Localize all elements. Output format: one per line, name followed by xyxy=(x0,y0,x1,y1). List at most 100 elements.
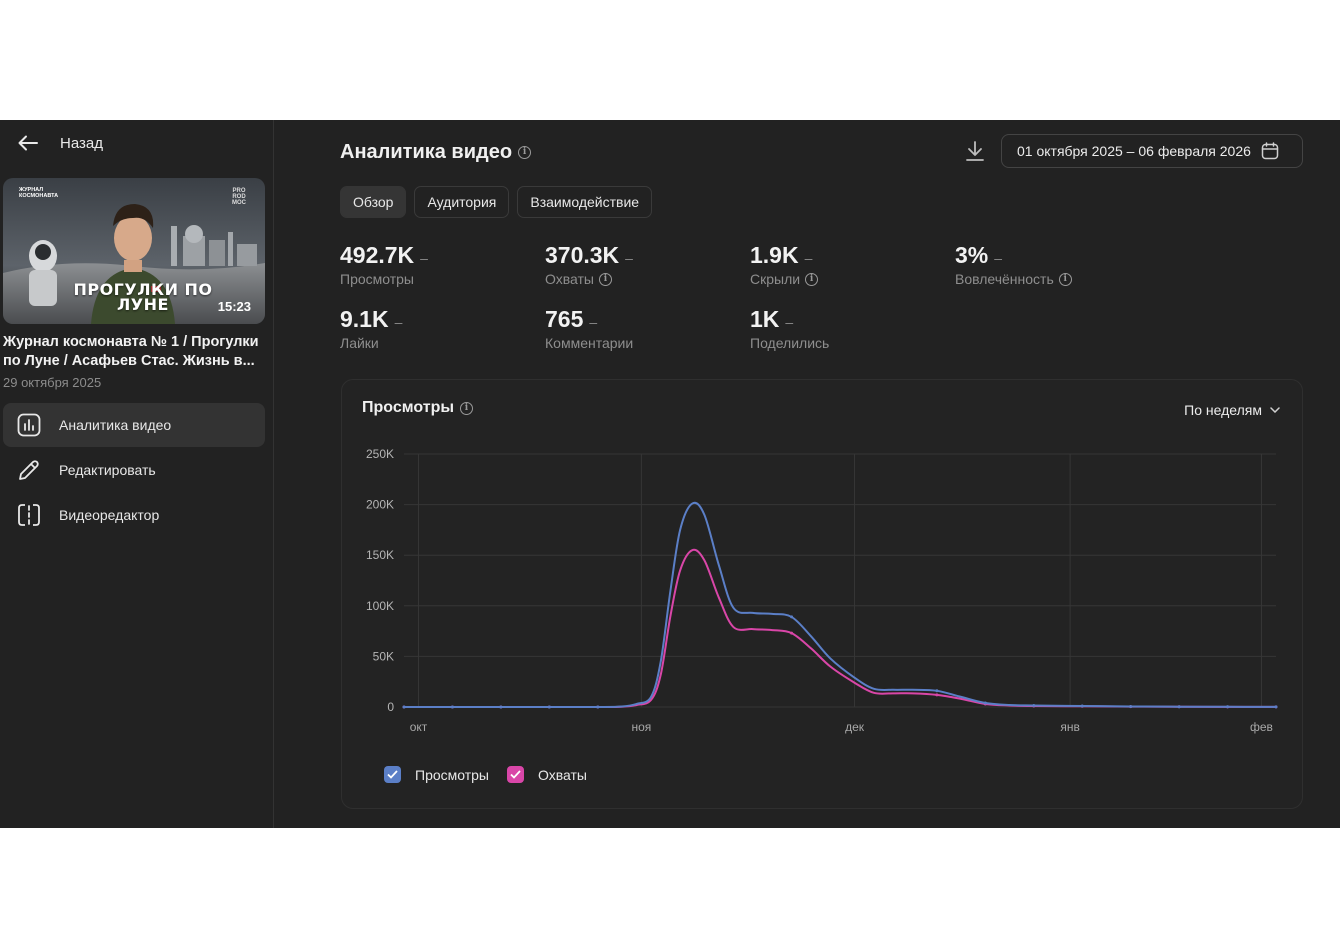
sidebar-item-edit[interactable]: Редактировать xyxy=(3,448,265,492)
metric-value: 492.7K xyxy=(340,242,415,268)
info-icon[interactable]: i xyxy=(460,401,474,415)
data-point xyxy=(935,693,939,697)
pencil-icon xyxy=(19,460,39,480)
metric-value: 9.1K xyxy=(340,306,389,332)
data-point xyxy=(983,701,987,705)
y-tick-label: 0 xyxy=(387,700,394,714)
legend-label: Просмотры xyxy=(415,766,489,783)
metric-reach: 370.3K – Охваты i xyxy=(545,242,633,287)
info-icon[interactable]: i xyxy=(518,146,532,159)
info-icon[interactable]: i xyxy=(1058,272,1072,286)
video-editor-icon xyxy=(18,504,40,526)
arrow-left-icon xyxy=(18,135,38,151)
page-title-text: Аналитика видео xyxy=(340,141,513,163)
metric-delta: – xyxy=(394,314,403,330)
y-tick-label: 200K xyxy=(366,498,394,512)
thumbnail-tag: ЖУРНАЛ КОСМОНАВТА xyxy=(19,187,59,199)
x-tick-label: ноя xyxy=(631,720,651,734)
thumbnail-title: ПРОГУЛКИ ПО ЛУНЕ xyxy=(73,280,213,314)
metric-value: 1K xyxy=(750,306,780,332)
video-title: Журнал космонавта № 1 / Прогулки по Луне… xyxy=(3,334,259,369)
metric-comments: 765– Комментарии xyxy=(545,306,633,351)
metric-value: 370.3K xyxy=(545,242,620,268)
metric-label: Охваты xyxy=(545,271,594,287)
metric-label: Лайки xyxy=(340,335,379,351)
x-tick-label: фев xyxy=(1250,720,1273,734)
metric-label: Поделились xyxy=(750,335,830,351)
date-range-text: 01 октября 2025 – 06 февраля 2026 xyxy=(1017,143,1251,159)
period-dropdown[interactable]: По неделям xyxy=(1184,402,1280,418)
sidebar-item-label: Редактировать xyxy=(59,462,156,478)
checkbox-reach[interactable] xyxy=(507,766,524,783)
chart-title: Просмотры i xyxy=(362,399,474,417)
data-point xyxy=(1177,705,1181,709)
y-tick-label: 50K xyxy=(373,649,394,663)
check-icon xyxy=(387,770,398,779)
sidebar-item-video-analytics[interactable]: Аналитика видео xyxy=(3,403,265,447)
chart-title-text: Просмотры xyxy=(362,399,455,416)
page-title: Аналитика видео i xyxy=(340,141,532,164)
tab-audience[interactable]: Аудитория xyxy=(414,186,510,218)
data-point xyxy=(499,705,503,709)
metric-delta: – xyxy=(420,250,428,266)
sidebar-item-video-editor[interactable]: Видеоредактор xyxy=(3,493,265,537)
chevron-down-icon xyxy=(1270,407,1280,413)
data-point xyxy=(935,689,939,693)
sidebar-item-label: Видеоредактор xyxy=(59,507,160,523)
download-button[interactable] xyxy=(964,140,986,167)
check-icon xyxy=(510,770,521,779)
tab-overview[interactable]: Обзор xyxy=(340,186,407,218)
video-duration: 15:23 xyxy=(217,299,251,314)
metric-delta: – xyxy=(994,250,1003,266)
views-line-chart: 0 50K 100K 150K 200K 250K окт ноя дек янв фев xyxy=(366,447,1278,734)
data-point xyxy=(596,705,600,709)
metric-value: 3% xyxy=(955,242,989,268)
period-label: По неделям xyxy=(1184,402,1262,418)
metric-delta: – xyxy=(785,314,794,330)
thumbnail-logo: PRO ROD MOC xyxy=(232,188,246,206)
x-tick-label: дек xyxy=(845,720,865,734)
back-label: Назад xyxy=(60,134,103,152)
video-thumbnail[interactable]: ЖУРНАЛ КОСМОНАВТА PRO ROD MOC ПРОГУЛКИ П… xyxy=(3,178,265,324)
legend-item-views[interactable]: Просмотры xyxy=(384,766,489,783)
chart-grid xyxy=(404,453,1276,708)
sidebar-item-label: Аналитика видео xyxy=(59,417,172,433)
tab-bar: Обзор Аудитория Взаимодействие xyxy=(340,186,653,218)
data-point xyxy=(1032,703,1036,707)
views-chart-card: Просмотры i По неделям 0 50K 100K 150K 200K 2… xyxy=(341,379,1303,809)
main-content: Аналитика видео i 01 октября 2025 – 06 ф… xyxy=(340,120,1304,828)
x-tick-label: окт xyxy=(410,720,428,734)
metric-label: Комментарии xyxy=(545,335,634,351)
metric-label: Скрыли xyxy=(750,271,801,287)
date-range-picker[interactable]: 01 октября 2025 – 06 февраля 2026 xyxy=(1001,134,1303,168)
info-icon[interactable]: i xyxy=(805,272,819,286)
metric-shares: 1K – Поделились xyxy=(750,306,829,351)
data-point xyxy=(1080,704,1084,708)
metric-label: Вовлечённость xyxy=(955,271,1054,287)
y-tick-label: 100K xyxy=(366,599,394,613)
metric-views: 492.7K – Просмотры xyxy=(340,242,428,287)
chart-series xyxy=(402,501,1278,709)
chart-icon xyxy=(17,413,41,437)
data-point xyxy=(1226,705,1230,709)
series-line-reach xyxy=(403,548,1277,709)
x-tick-label: янв xyxy=(1060,720,1080,734)
y-axis-ticks: 0 50K 100K 150K 200K 250K xyxy=(366,447,394,714)
checkbox-views[interactable] xyxy=(384,766,401,783)
metric-engagement: 3% – Вовлечённость i xyxy=(955,242,1072,287)
data-point xyxy=(547,705,551,709)
sidebar: Назад xyxy=(0,120,274,828)
tab-engagement[interactable]: Взаимодействие xyxy=(517,186,653,218)
data-point xyxy=(790,631,794,635)
data-point xyxy=(1274,705,1278,709)
y-tick-label: 250K xyxy=(366,447,394,461)
video-date: 29 октября 2025 xyxy=(3,375,102,390)
metric-delta: – xyxy=(804,250,813,266)
legend-item-reach[interactable]: Охваты xyxy=(507,766,587,783)
data-point xyxy=(1129,704,1133,708)
back-button[interactable]: Назад xyxy=(18,132,103,154)
info-icon[interactable]: i xyxy=(598,272,612,286)
download-icon xyxy=(966,141,984,161)
app-window: Назад xyxy=(0,120,1340,828)
series-line-views xyxy=(403,501,1277,709)
